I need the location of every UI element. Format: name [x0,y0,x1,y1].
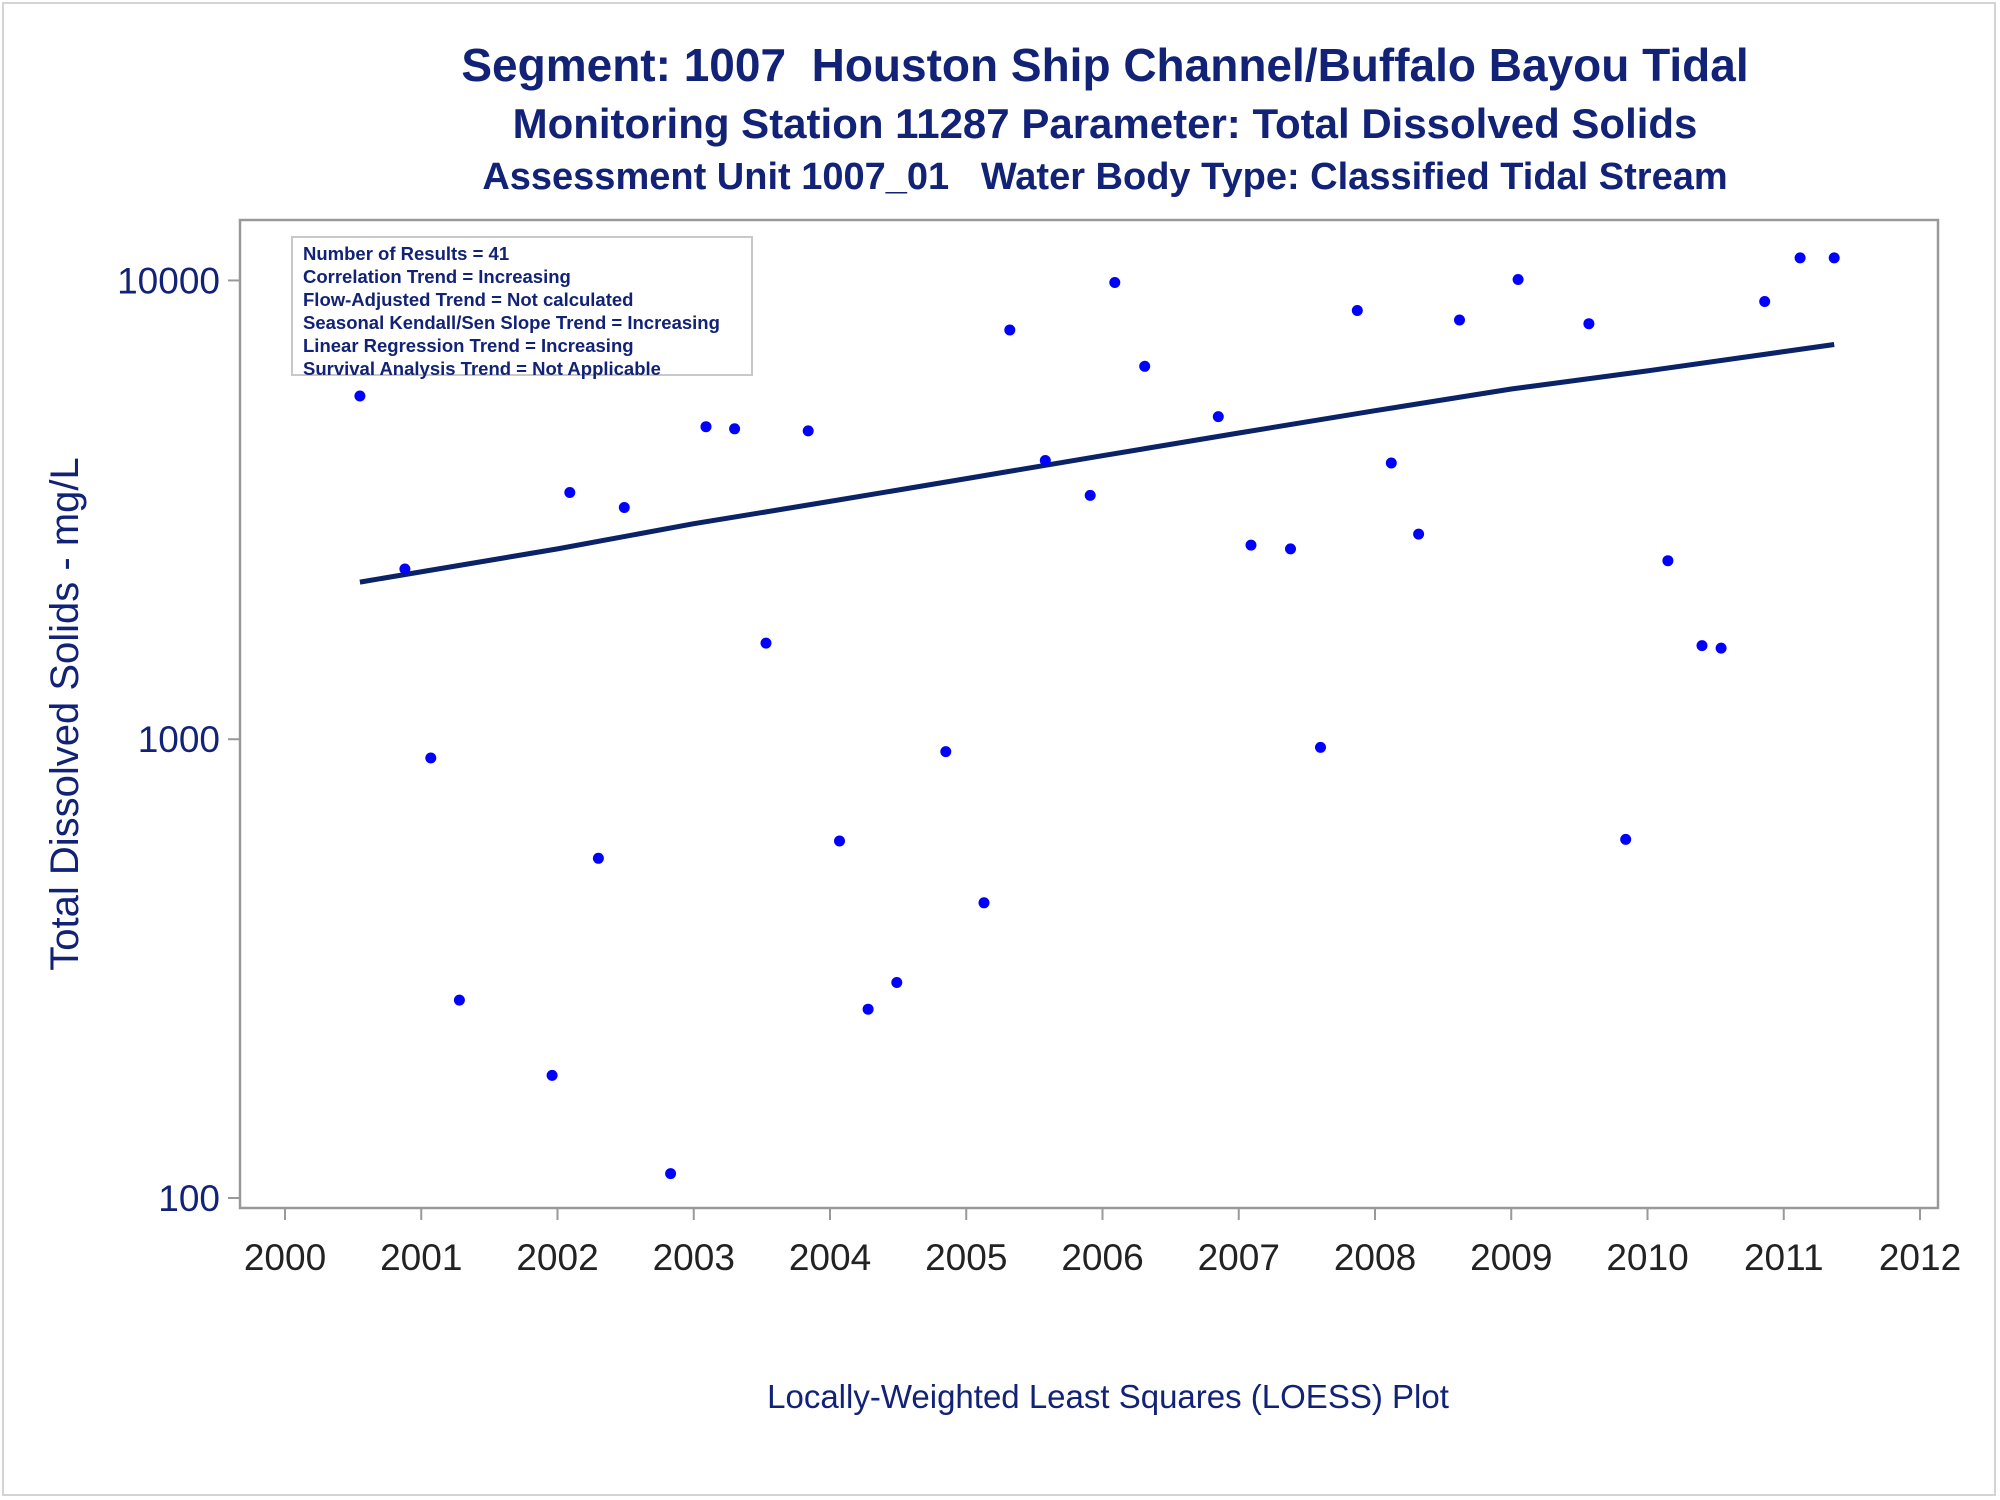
y-tick-label-10000: 10000 [117,260,220,301]
chart-subtitle-2: Assessment Unit 1007_01 Water Body Type:… [482,156,1728,198]
x-tick-label-2008: 2008 [1334,1237,1416,1278]
data-point-12 [729,423,741,435]
data-point-24 [1139,360,1151,372]
data-point-39 [1759,296,1771,307]
x-tick-label-2000: 2000 [244,1237,326,1278]
data-point-11 [700,421,712,433]
y-tick-label-1000: 1000 [138,719,220,760]
stats-line-results: Number of Results = 41 [303,243,510,264]
data-point-10 [665,1168,677,1180]
data-point-38 [1715,642,1727,654]
data-point-37 [1696,640,1708,652]
data-point-2 [399,563,411,575]
data-point-23 [1109,277,1121,288]
data-point-34 [1583,318,1595,330]
data-point-35 [1620,833,1632,845]
trend-line [359,342,1835,585]
chart-footnote: Locally-Weighted Least Squares (LOESS) P… [767,1378,1449,1415]
plot-area [238,218,1940,1210]
data-point-4 [453,994,465,1006]
data-point-1 [354,390,366,402]
chart-subtitle: Monitoring Station 11287 Parameter: Tota… [512,100,1698,147]
data-point-16 [862,1003,874,1015]
x-tick-label-2005: 2005 [925,1237,1007,1278]
data-point-30 [1385,457,1397,469]
y-axis-label: Total Dissolved Solids - mg/L [43,457,87,971]
data-point-28 [1315,741,1326,753]
data-point-9 [618,502,630,513]
data-point-36 [1662,555,1674,567]
data-point-18 [940,746,952,758]
data-point-20 [1004,324,1016,336]
stats-line-correlation: Correlation Trend = Increasing [303,266,571,287]
y-tick-label-100: 100 [158,1178,220,1219]
x-tick-label-2007: 2007 [1198,1237,1280,1278]
data-point-13 [760,637,772,649]
data-point-31 [1413,528,1425,540]
stats-box: Number of Results = 41 Correlation Trend… [291,236,753,379]
data-point-21 [1039,455,1051,466]
x-tick-label-2010: 2010 [1606,1237,1688,1278]
stats-line-flow-adjusted: Flow-Adjusted Trend = Not calculated [303,289,634,310]
x-tick-label-2004: 2004 [789,1237,871,1278]
x-tick-label-2003: 2003 [653,1237,735,1278]
data-point-3 [425,752,437,764]
x-tick-label-2001: 2001 [380,1237,462,1278]
data-point-25 [1212,411,1224,423]
chart-title: Segment: 1007 Houston Ship Channel/Buffa… [461,39,1749,91]
data-point-7 [564,487,576,498]
x-tick-label-2012: 2012 [1879,1237,1961,1278]
data-point-32 [1454,314,1465,326]
data-point-14 [802,425,814,437]
data-point-41 [1828,252,1840,264]
data-point-33 [1512,274,1524,285]
data-point-17 [891,977,903,988]
stats-line-linear-regression: Linear Regression Trend = Increasing [303,335,634,356]
x-tick-label-2011: 2011 [1744,1237,1824,1278]
stats-line-survival: Survival Analysis Trend = Not Applicable [303,358,661,379]
data-point-19 [978,897,990,909]
data-point-22 [1084,489,1096,501]
data-point-27 [1285,543,1296,555]
data-point-29 [1351,305,1363,316]
data-point-8 [592,852,604,864]
data-point-40 [1794,252,1806,264]
stats-line-seasonal-kendall: Seasonal Kendall/Sen Slope Trend = Incre… [303,312,720,333]
x-tick-label-2009: 2009 [1470,1237,1552,1278]
x-tick-label-2006: 2006 [1061,1237,1143,1278]
data-point-26 [1245,539,1257,551]
data-point-15 [834,835,845,847]
x-tick-label-2002: 2002 [516,1237,598,1278]
data-point-6 [546,1069,558,1081]
